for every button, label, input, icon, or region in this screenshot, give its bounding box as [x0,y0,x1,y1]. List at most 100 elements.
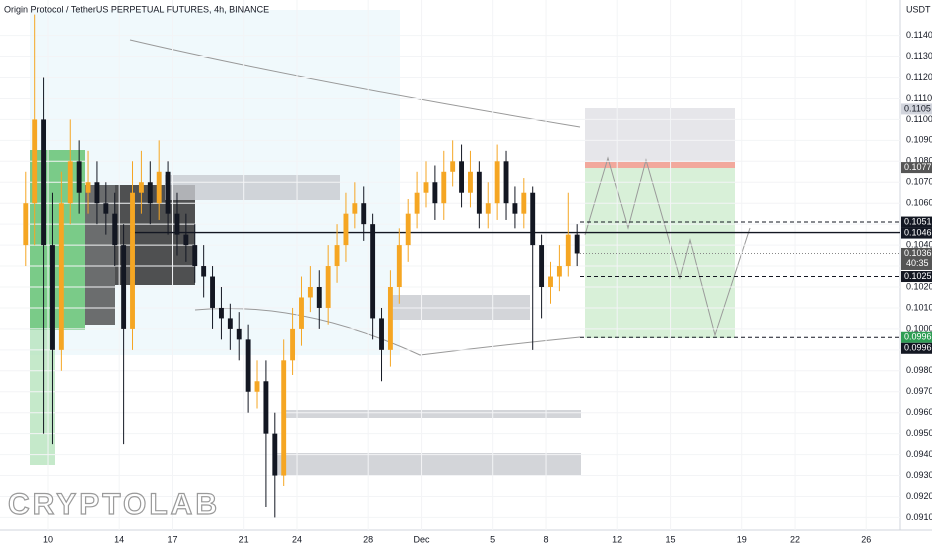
axis-unit: USDT [906,4,931,14]
y-tick-label: 0.0920 [906,491,932,501]
ma-line [129,39,581,128]
y-tick-label: 0.0910 [906,512,932,522]
x-tick-label: 28 [363,534,373,544]
price-label: 0.0996 [904,332,932,342]
price-label: 0.1051 [904,216,932,226]
y-tick-label: 0.0960 [906,407,932,417]
candle-body [423,182,429,193]
price-label: 0.1046 [904,227,932,237]
price-label: 0.1025 [904,271,932,281]
watermark: CRYPTOLAB [8,488,220,521]
candle-body [138,182,144,193]
y-tick-label: 0.1060 [906,198,932,208]
countdown: 40:35 [906,258,929,268]
price-label: 0.1036 [904,248,932,258]
candle-body [432,182,438,204]
candle-body [94,182,100,204]
candle-body [245,339,251,392]
candle-body [23,203,29,246]
y-tick-label: 0.0970 [906,386,932,396]
candle-body [494,161,500,204]
x-tick-label: 5 [490,534,495,544]
candle-body [272,433,278,476]
candle-body [236,328,242,340]
x-tick-label: 17 [168,534,178,544]
candle-body [539,245,545,287]
candle-body [334,245,340,267]
candles [23,14,580,518]
y-tick-label: 0.1100 [906,114,932,124]
volume-profile [85,185,115,325]
candle-body [307,286,313,298]
candle-body [67,161,73,204]
price-label-box [901,103,932,115]
candle-body [325,266,331,308]
candle-body [290,328,296,361]
candle-body [556,266,562,277]
candle-body [58,203,64,350]
position-stop [585,162,735,168]
candle-body [530,192,536,246]
x-tick-label: 19 [737,534,747,544]
candle-body [130,192,135,329]
candle-body [254,381,260,392]
candle-body [396,245,402,287]
candle-body [459,161,465,193]
price-label-box [901,216,932,228]
y-tick-label: 0.0980 [906,365,932,375]
candle-body [41,119,47,246]
zone [165,175,340,200]
candle-body [405,213,411,246]
price-label-box [901,227,932,239]
candle-body [574,234,580,254]
candle-body [210,276,215,308]
price-label-box [901,162,932,174]
candle-body [281,360,287,476]
candle-body [121,245,127,329]
y-tick-label: 0.1000 [906,323,932,333]
x-tick-label: 12 [612,534,622,544]
candle-body [521,192,527,214]
candle-body [299,297,304,329]
candle-body [316,286,322,308]
y-tick-label: 0.1010 [906,302,932,312]
candle-body [468,171,473,193]
grid [0,0,900,530]
candle-body [361,203,367,225]
candle-body [548,276,553,287]
price-label-box [901,271,932,283]
volume-profile [115,185,195,285]
candle-body [503,161,509,204]
projection-path [584,156,751,337]
candle-body [485,203,491,214]
x-tick-label: 10 [43,534,53,544]
candle-body [450,161,456,172]
x-tick-label: 8 [544,534,549,544]
x-tick-label: 21 [239,534,249,544]
candle-body [192,245,198,267]
decorations [0,0,932,531]
y-tick-label: 0.0950 [906,428,932,438]
candle-body [103,203,109,214]
volume-profile [30,150,85,330]
candle-body [165,171,171,214]
y-tick-label: 0.1120 [906,72,932,82]
x-tick-label: 14 [114,534,124,544]
candle-body [174,213,180,235]
y-tick-label: 0.0930 [906,470,932,480]
candle-body [201,266,207,277]
candle-body [183,234,189,246]
price-label: 0.1105 [904,103,931,113]
candle-body [441,171,447,204]
candle-body [565,234,571,267]
candle-body [379,318,384,350]
candle-body [512,203,518,214]
candle-body [387,286,393,350]
candle-body [227,318,233,329]
ma-line [194,308,581,356]
x-tick-label: 26 [861,534,871,544]
y-tick-label: 0.1080 [906,156,932,166]
x-tick-label: 24 [292,534,302,544]
position-target-zone [585,108,735,163]
